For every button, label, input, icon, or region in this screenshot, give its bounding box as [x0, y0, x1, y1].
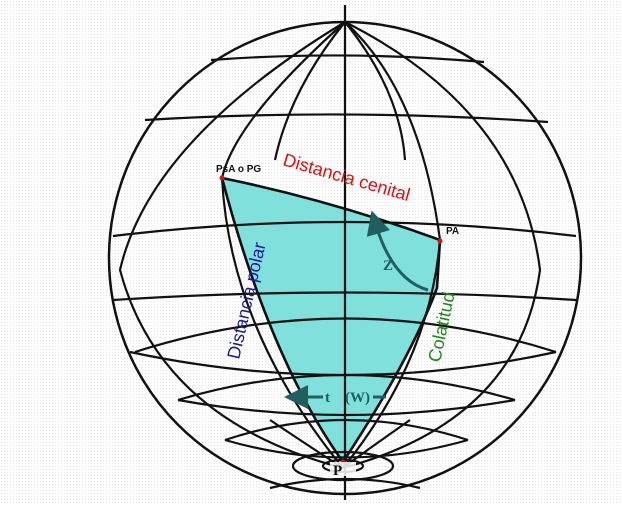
angle-z-arrow: [366, 210, 429, 292]
zenith-point-label: PA: [446, 226, 459, 237]
hour-angle-label: t: [325, 390, 330, 406]
hour-angle-note: (W): [345, 390, 370, 406]
colatitude-arc: [341, 239, 442, 463]
zenith-distance-arc: [221, 176, 441, 242]
zenith-point-marker: [437, 238, 443, 244]
angle-z-label: Z: [383, 258, 393, 274]
star-point-marker: [219, 175, 225, 181]
star-point-label: PsA o PG: [216, 164, 261, 175]
pole-label: P: [333, 463, 342, 479]
polar-distance-arc: [220, 177, 345, 463]
